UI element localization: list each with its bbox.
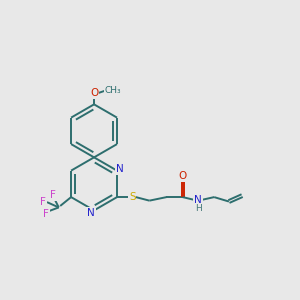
Text: F: F (50, 190, 56, 200)
Text: S: S (129, 192, 136, 202)
Text: O: O (178, 172, 187, 182)
Text: O: O (90, 88, 98, 98)
Text: N: N (87, 208, 95, 218)
Text: F: F (44, 209, 49, 219)
Text: H: H (196, 204, 202, 213)
Text: N: N (194, 195, 202, 205)
Text: N: N (116, 164, 124, 174)
Text: F: F (40, 197, 46, 207)
Text: CH₃: CH₃ (105, 86, 121, 95)
